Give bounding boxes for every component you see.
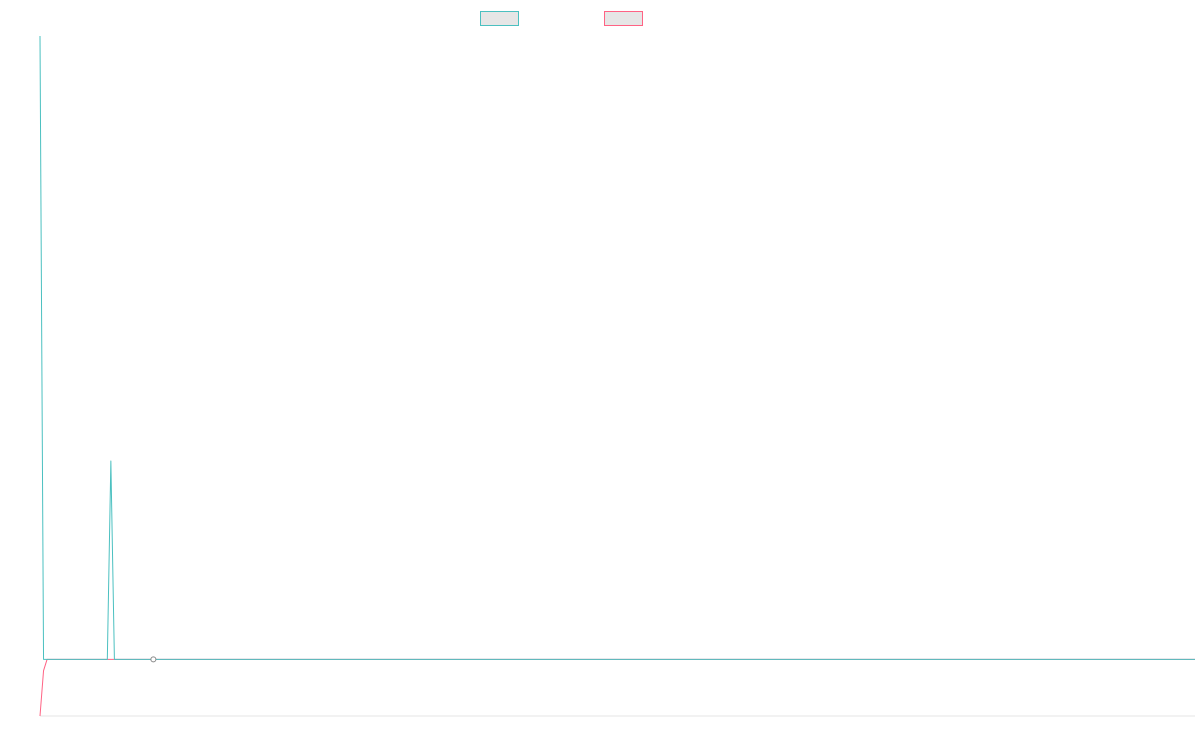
legend-swatch-series-1	[480, 10, 519, 26]
legend-item-series-1[interactable]	[480, 9, 525, 27]
data-point-marker[interactable]	[150, 656, 157, 663]
series-layer	[39, 35, 1195, 717]
series-line-2[interactable]	[39, 658, 1195, 717]
legend-item-series-2[interactable]	[604, 9, 649, 27]
marker-layer	[150, 656, 157, 663]
legend	[0, 9, 1200, 27]
series-line-1[interactable]	[39, 35, 1195, 660]
legend-swatch-series-2	[604, 10, 643, 26]
